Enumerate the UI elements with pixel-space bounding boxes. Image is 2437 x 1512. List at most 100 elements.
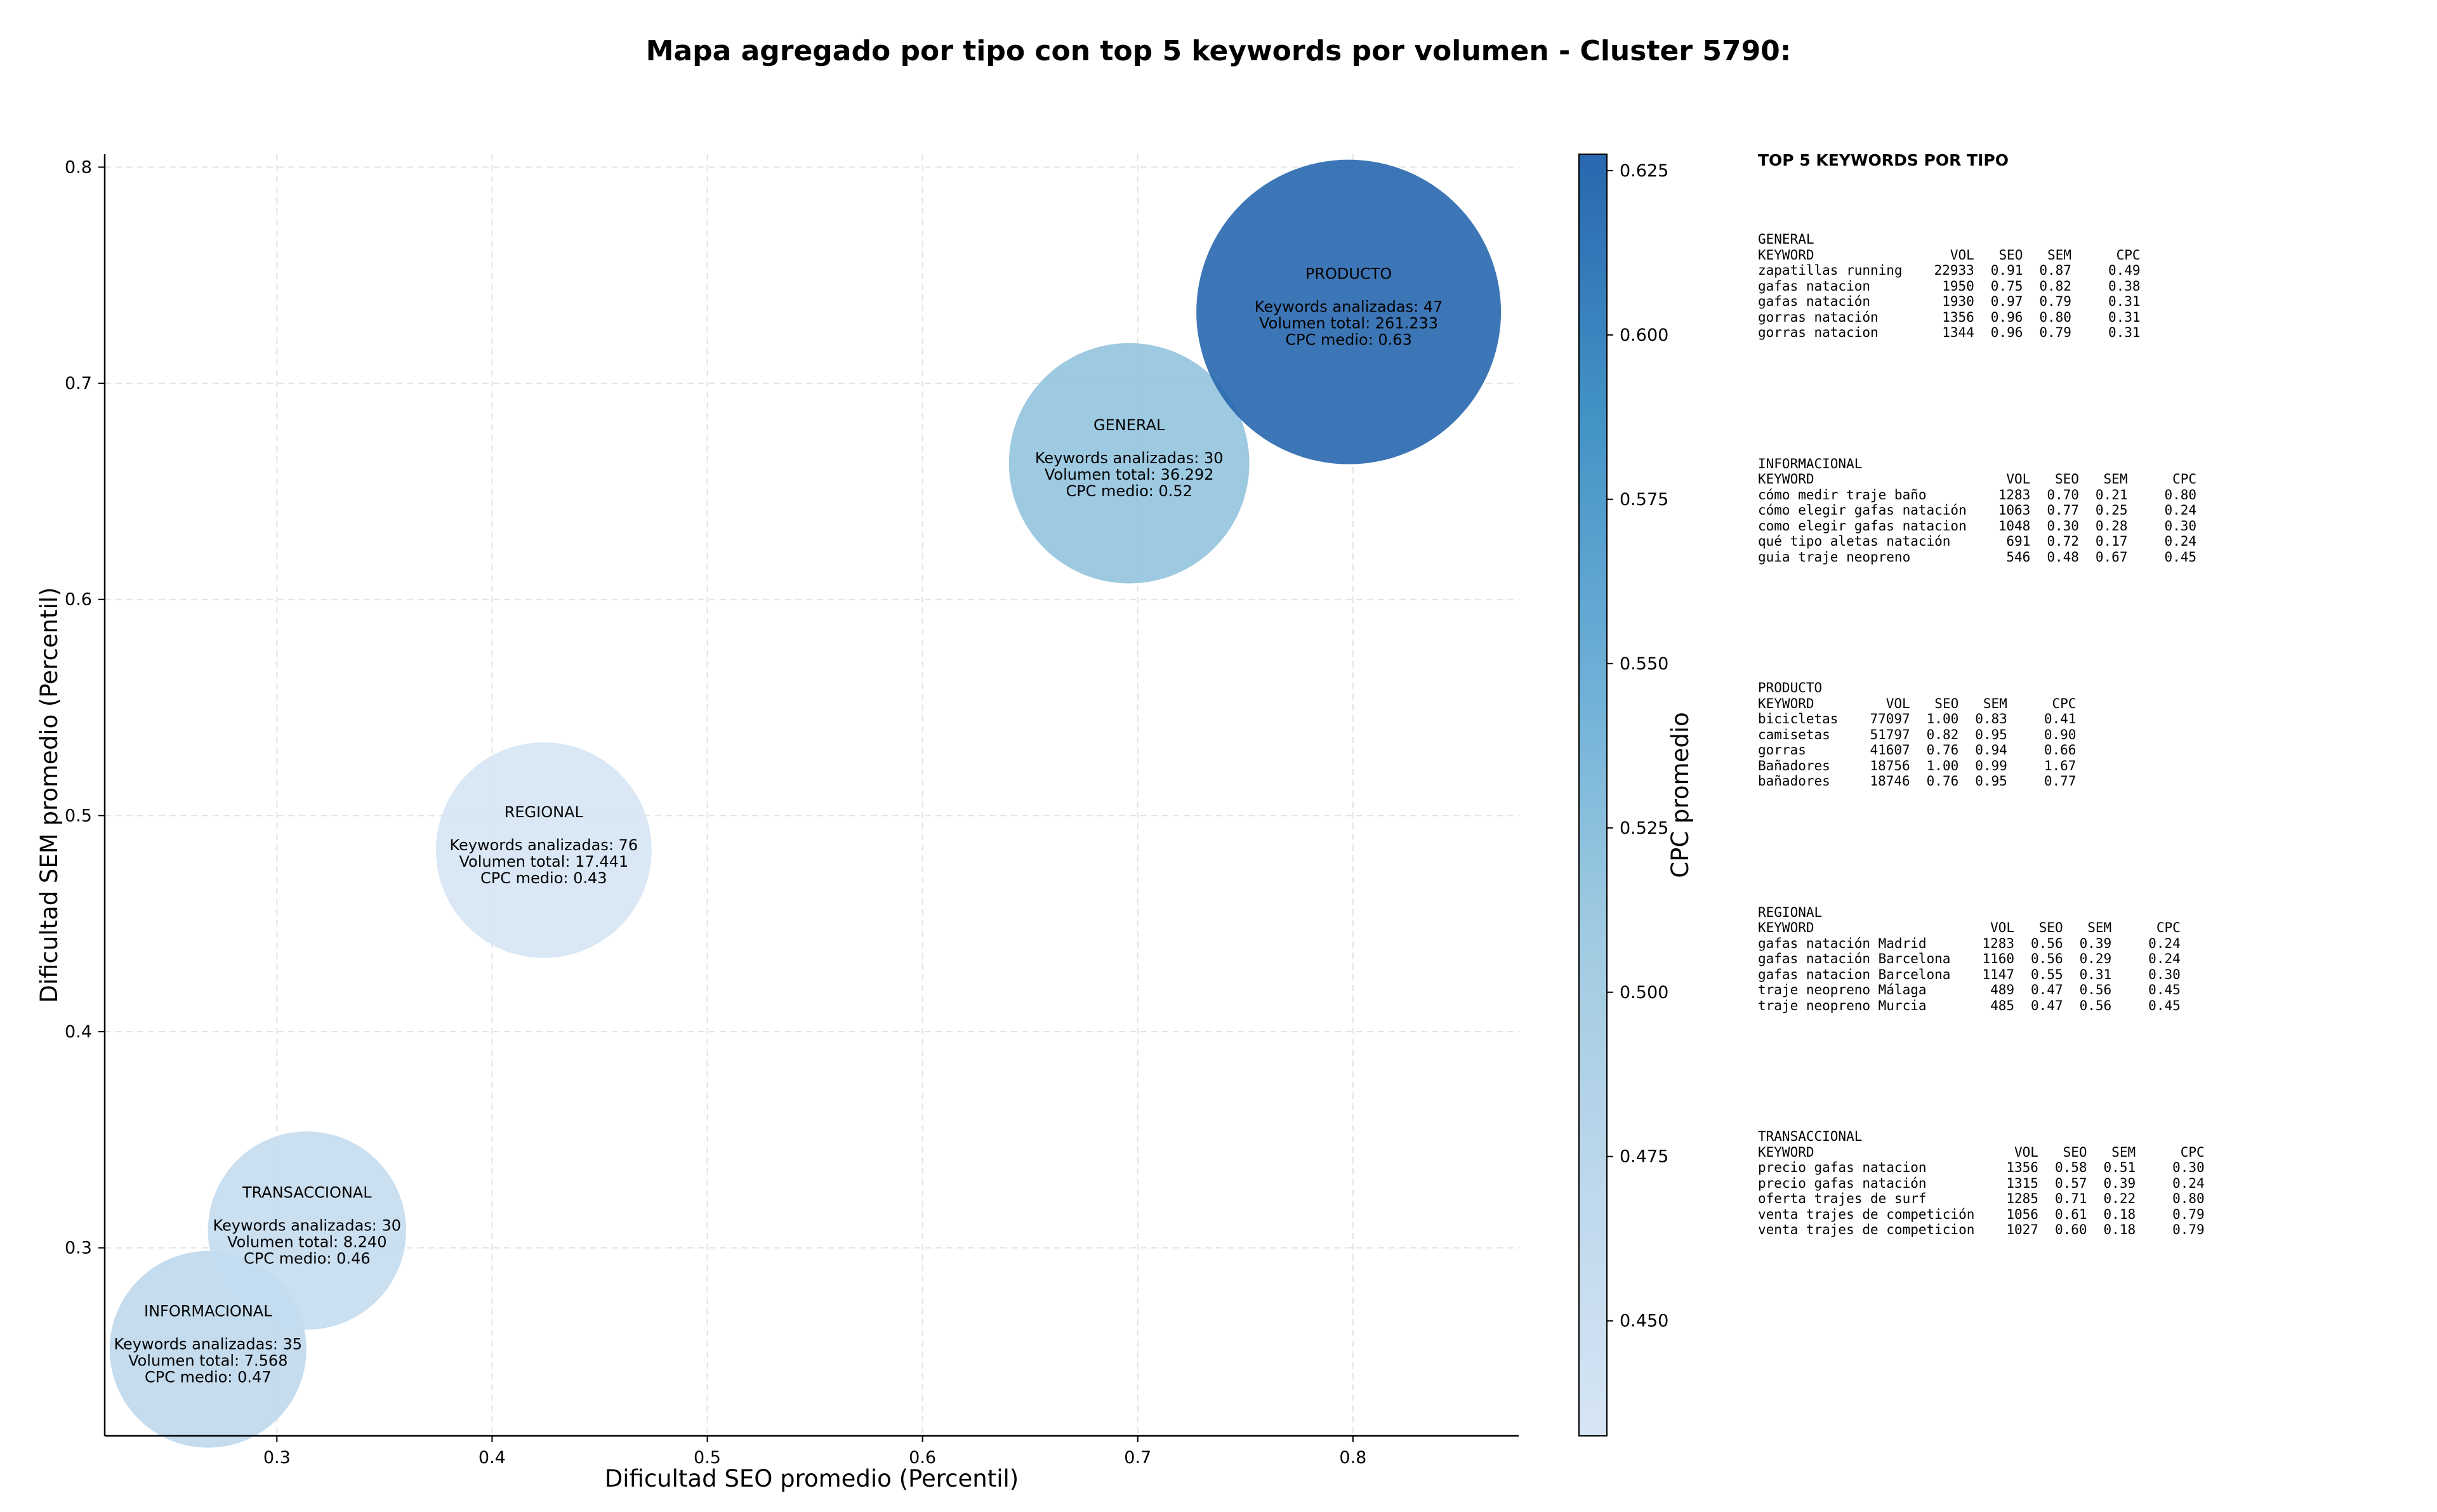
table-cell: 0.57	[2054, 1175, 2087, 1191]
column-header: KEYWORD	[1758, 920, 1814, 935]
keyword-table: KEYWORD VOL SEO SEM CPC bicicletas 77097 1.00 0.…	[1758, 696, 2076, 789]
table-cell: 0.45	[2148, 997, 2181, 1013]
table-cell: 0.96	[1990, 309, 2023, 325]
table-cell: 1283	[1998, 487, 2031, 503]
bubble-stat-label: CPC medio: 0.43	[480, 869, 607, 887]
table-cell: 0.30	[2047, 518, 2079, 534]
bubble-stat-label: Keywords analizadas: 76	[449, 836, 638, 854]
table-cell: 0.21	[2095, 487, 2128, 503]
table-cell: 51797	[1870, 726, 1910, 742]
table-cell: gafas natacion Barcelona	[1758, 966, 1951, 982]
table-cell: 0.82	[2039, 278, 2071, 294]
y-tick-label: 0.3	[65, 1239, 92, 1258]
bubble-stat-label: CPC medio: 0.46	[244, 1249, 371, 1267]
bubble-stat-label: CPC medio: 0.47	[145, 1369, 272, 1386]
table-row: traje neopreno Murcia 485 0.47 0.56 0.45	[1758, 998, 2181, 1014]
x-tick-label: 0.5	[694, 1448, 721, 1468]
table-cell: 0.82	[1926, 726, 1959, 742]
column-header: SEM	[1983, 695, 2007, 711]
column-header: SEO	[1998, 247, 2023, 263]
table-cell: 0.80	[2164, 487, 2197, 503]
table-cell: 18746	[1870, 773, 1910, 789]
table-row: traje neopreno Málaga 489 0.47 0.56 0.45	[1758, 982, 2181, 998]
table-cell: 485	[1990, 997, 2015, 1013]
y-tick-label: 0.8	[65, 157, 92, 177]
table-cell: 0.60	[2054, 1222, 2087, 1237]
table-cell: 0.17	[2095, 534, 2128, 549]
column-header: KEYWORD	[1758, 471, 1814, 487]
table-cell: 1.00	[1926, 758, 1959, 773]
table-cell: 1356	[2006, 1160, 2038, 1175]
table-cell: cómo elegir gafas natación	[1758, 503, 1967, 518]
colorbar-tick-label: 0.625	[1620, 161, 1668, 181]
table-row: gorras natación 1356 0.96 0.80 0.31	[1758, 310, 2141, 325]
table-cell: 1.67	[2044, 758, 2077, 773]
table-row: guia traje neopreno 546 0.48 0.67 0.45	[1758, 549, 2196, 565]
table-cell: 0.45	[2148, 982, 2181, 997]
bubble-stat-label: CPC medio: 0.52	[1066, 482, 1192, 500]
table-row: gafas natacion 1950 0.75 0.82 0.38	[1758, 279, 2141, 294]
colorbar-tick-label: 0.575	[1620, 490, 1668, 509]
table-cell: 0.30	[2148, 966, 2181, 982]
table-row: como elegir gafas natacion 1048 0.30 0.28 0.…	[1758, 518, 2196, 534]
bubble-general	[1008, 343, 1250, 584]
table-cell: 0.79	[2172, 1206, 2205, 1222]
table-row: gorras 41607 0.76 0.94 0.66	[1758, 742, 2076, 758]
table-cell: 0.72	[2047, 534, 2079, 549]
column-header: SEO	[2038, 920, 2063, 935]
column-header: SEO	[1934, 695, 1959, 711]
column-header: KEYWORD	[1758, 1144, 1814, 1160]
column-header: KEYWORD	[1758, 247, 1814, 263]
table-cell: 0.80	[2172, 1191, 2205, 1206]
keyword-table: KEYWORD VOL SEO SEM CPC zapatillas running 229…	[1758, 247, 2141, 341]
table-cell: 0.39	[2079, 935, 2112, 951]
table-cell: 0.83	[1975, 711, 2007, 726]
column-header: VOL	[1990, 920, 2015, 935]
keyword-group-title: TRANSACCIONAL	[1758, 1129, 1863, 1144]
table-cell: 0.79	[2039, 294, 2071, 309]
table-cell: 0.31	[2108, 309, 2141, 325]
table-cell: traje neopreno Málaga	[1758, 982, 1927, 997]
table-cell: gorras natacion	[1758, 325, 1879, 340]
table-cell: gafas natación	[1758, 294, 1871, 309]
bubble-type-label: REGIONAL	[505, 803, 584, 821]
table-cell: cómo medir traje baño	[1758, 487, 1927, 503]
y-tick-label: 0.7	[65, 374, 92, 393]
table-row: Bañadores 18756 1.00 0.99 1.67	[1758, 758, 2076, 774]
table-cell: 0.87	[2039, 263, 2071, 278]
keyword-group-title: REGIONAL	[1758, 904, 1823, 920]
table-cell: 0.90	[2044, 726, 2077, 742]
table-cell: guia traje neopreno	[1758, 549, 1911, 565]
column-header: SEM	[2087, 920, 2112, 935]
top-keywords-panel: TOP 5 KEYWORDS POR TIPO GENERAL KEYWORD VO…	[1758, 151, 2418, 1353]
y-tick-label: 0.6	[65, 590, 92, 610]
table-cell: 0.18	[2103, 1222, 2136, 1237]
column-header: SEO	[2054, 471, 2079, 487]
keyword-table: KEYWORD VOL SEO SEM CPC precio gafas natacion…	[1758, 1145, 2205, 1238]
table-row: gorras natacion 1344 0.96 0.79 0.31	[1758, 325, 2141, 341]
keyword-group-title: GENERAL	[1758, 232, 1814, 247]
keyword-group-general: GENERAL KEYWORD VOL SEO SEM CPC zapatillas run…	[1758, 232, 2418, 341]
keyword-group-transaccional: TRANSACCIONAL KEYWORD VOL SEO SEM CPC precio g…	[1758, 1129, 2418, 1238]
bubble-type-label: PRODUCTO	[1305, 265, 1392, 283]
table-cell: 1063	[1998, 503, 2031, 518]
table-cell: 0.56	[2031, 935, 2063, 951]
bubble-type-label: INFORMACIONAL	[144, 1303, 272, 1320]
table-cell: 0.77	[2044, 773, 2077, 789]
bubble-transaccional	[208, 1131, 406, 1330]
table-cell: 0.41	[2044, 711, 2077, 726]
table-cell: 0.24	[2148, 951, 2181, 966]
table-cell: 0.56	[2079, 997, 2112, 1013]
bubble-stat-label: Volumen total: 17.441	[459, 853, 628, 871]
keyword-group-title: INFORMACIONAL	[1758, 456, 1863, 471]
bubble-stat-label: Keywords analizadas: 30	[1035, 449, 1224, 467]
table-cell: 0.30	[2164, 518, 2197, 534]
table-cell: 0.76	[1926, 742, 1959, 758]
table-cell: 1147	[1982, 966, 2015, 982]
keyword-table-header: KEYWORD VOL SEO SEM CPC	[1758, 1145, 2205, 1160]
table-row: bañadores 18746 0.76 0.95 0.77	[1758, 773, 2076, 789]
table-cell: 0.56	[2031, 951, 2063, 966]
table-cell: 489	[1990, 982, 2015, 997]
